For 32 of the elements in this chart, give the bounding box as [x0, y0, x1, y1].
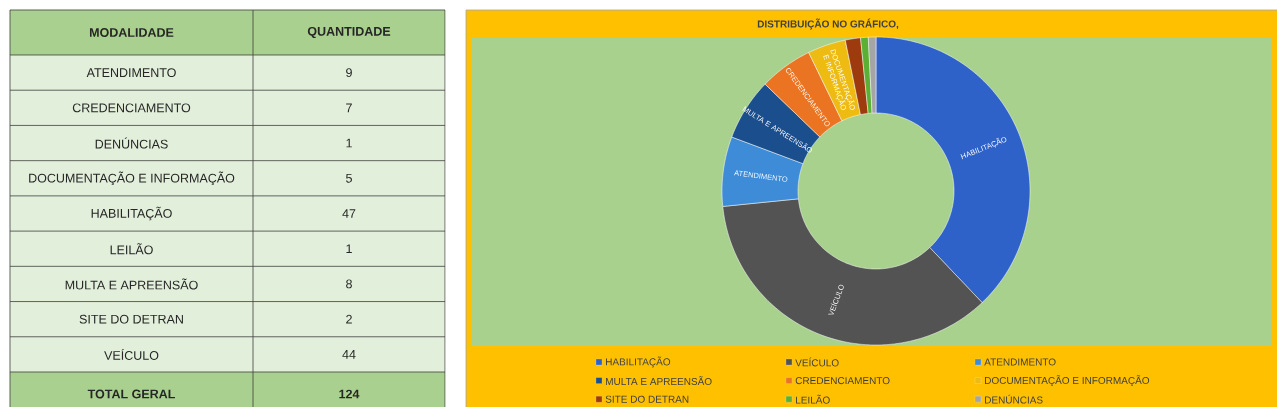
legend-label: DOCUMENTAÇÃO E INFORMAÇÃO [985, 375, 1150, 387]
category-label: ATENDIMENTO [86, 68, 176, 78]
legend-label: SITE DO DETRAN [605, 395, 689, 403]
legend-label: VEÍCULO [795, 357, 839, 367]
data-label: 9 [346, 68, 352, 78]
legend-label: CREDENCIAMENTO [795, 377, 890, 385]
legend-label: HABILITAÇÃO [606, 356, 671, 368]
legend-label: ATENDIMENTO [984, 358, 1056, 366]
category-label: CREDENCIAMENTO [72, 103, 191, 113]
legend-label: DENÚNCIAS [985, 394, 1043, 404]
data-label: 47 [342, 209, 356, 218]
category-label: DENÚNCIAS [95, 137, 168, 149]
category-label: DOCUMENTAÇÃO E INFORMAÇÃO [29, 171, 235, 186]
text: TOTAL GERAL [87, 389, 175, 399]
category-label: MULTA E APREENSÃO [65, 278, 198, 290]
legend-label: MULTA E APREENSÃO [606, 376, 712, 386]
legend-label: LEILÃO [796, 394, 830, 404]
data-label: 1 [346, 244, 352, 254]
text: MODALIDADE [89, 28, 174, 37]
category-label: HABILITAÇÃO [91, 206, 172, 221]
category-label: SITE DO DETRAN [79, 314, 183, 324]
category-label: VEÍCULO [104, 348, 159, 360]
data-label: 44 [342, 350, 356, 359]
chart-title: DISTRIBUIÇÃO NO GRÁFICO, [757, 18, 899, 30]
data-label: 7 [346, 103, 352, 113]
data-label: 1 [346, 138, 352, 148]
category-label: LEILÃO [110, 243, 153, 255]
text: QUANTIDADE [307, 26, 391, 39]
text: 124 [339, 389, 360, 399]
data-label: 8 [346, 279, 352, 289]
data-label: 2 [346, 314, 352, 324]
data-label: 5 [346, 173, 352, 183]
